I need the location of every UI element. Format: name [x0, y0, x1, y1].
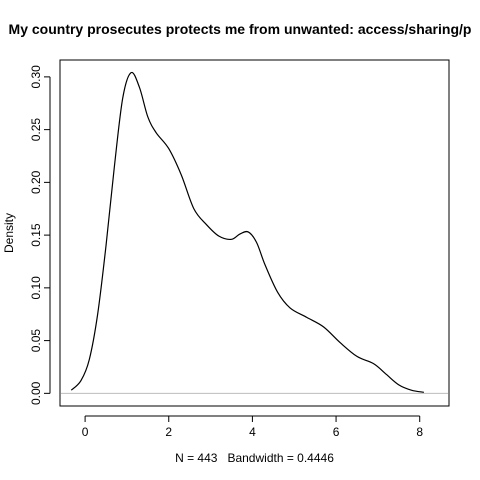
density-line	[70, 71, 425, 393]
y-axis: 0.00 0.05 0.10 0.15 0.20 0.25 0.30	[29, 65, 51, 405]
y-tick-label: 0.30	[29, 65, 43, 89]
y-tick-label: 0.25	[29, 118, 43, 142]
x-tick-label: 4	[249, 425, 256, 439]
y-tick-label: 0.15	[29, 223, 43, 247]
x-axis-label: N = 443 Bandwidth = 0.4446	[175, 451, 334, 465]
plot-frame	[59, 59, 450, 407]
y-tick-label: 0.10	[29, 276, 43, 300]
y-axis-label: Density	[2, 213, 16, 253]
plot-area	[61, 71, 448, 394]
x-tick-label: 2	[165, 425, 172, 439]
x-tick-label: 6	[333, 425, 340, 439]
y-tick-label: 0.05	[29, 329, 43, 353]
x-axis: 0 2 4 6 8	[82, 415, 423, 439]
y-tick-label: 0.20	[29, 170, 43, 194]
chart-title: My country prosecutes protects me from u…	[9, 21, 472, 37]
x-tick-label: 0	[82, 425, 89, 439]
x-tick-label: 8	[416, 425, 423, 439]
y-tick-label: 0.00	[29, 381, 43, 405]
